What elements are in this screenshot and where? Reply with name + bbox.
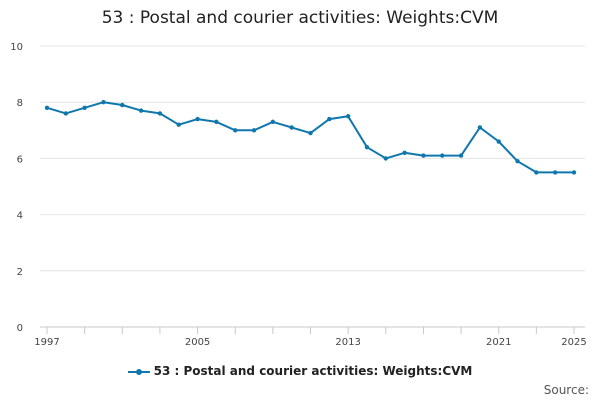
gridlines — [40, 45, 585, 272]
data-point[interactable] — [101, 100, 106, 105]
y-tick-label: 0 — [17, 323, 23, 334]
data-point[interactable] — [345, 114, 351, 119]
data-point[interactable] — [477, 125, 483, 130]
y-tick-label: 2 — [17, 267, 23, 278]
data-point[interactable] — [157, 111, 163, 116]
data-point[interactable] — [82, 105, 87, 111]
data-point[interactable] — [327, 116, 332, 122]
data-point[interactable] — [534, 170, 539, 175]
data-point[interactable] — [195, 116, 200, 122]
data-point[interactable] — [440, 153, 445, 158]
data-point[interactable] — [571, 170, 577, 175]
data-point[interactable] — [44, 105, 50, 111]
data-point[interactable] — [364, 144, 370, 150]
legend: 53 : Postal and courier activities: Weig… — [0, 364, 600, 378]
data-point[interactable] — [214, 119, 219, 125]
y-tick-label: 8 — [17, 98, 23, 109]
series-layer — [44, 100, 577, 175]
data-point[interactable] — [138, 108, 144, 113]
data-point[interactable] — [421, 153, 426, 158]
series-line — [46, 101, 574, 174]
legend-label: 53 : Postal and courier activities: Weig… — [153, 364, 473, 378]
data-point[interactable] — [176, 122, 181, 127]
source-label: Source: — [543, 383, 589, 397]
x-tick-label: 2005 — [185, 337, 210, 348]
data-point[interactable] — [402, 150, 407, 155]
data-point[interactable] — [63, 111, 69, 116]
data-point[interactable] — [233, 128, 238, 133]
data-point[interactable] — [289, 125, 294, 130]
y-tick-label: 6 — [17, 154, 23, 165]
data-point[interactable] — [270, 119, 276, 125]
y-axis: 0 2 4 6 8 10 — [10, 42, 23, 334]
y-tick-label: 4 — [17, 211, 23, 222]
data-point[interactable] — [120, 102, 125, 108]
legend-line-marker-icon — [127, 367, 150, 377]
data-point[interactable] — [251, 128, 257, 133]
x-tick-label: 1997 — [34, 337, 59, 348]
x-tick-label: 2013 — [335, 337, 360, 348]
data-point[interactable] — [496, 139, 501, 144]
x-axis: 1997 2005 2013 2021 2025 — [34, 326, 587, 348]
data-point[interactable] — [383, 156, 388, 161]
data-point[interactable] — [308, 130, 313, 136]
y-tick-label: 10 — [10, 42, 23, 53]
x-tick-label: 2025 — [561, 337, 586, 348]
data-point[interactable] — [515, 159, 520, 164]
data-point[interactable] — [552, 170, 558, 175]
x-tick-label: 2021 — [486, 337, 511, 348]
chart-title: 53 : Postal and courier activities: Weig… — [101, 8, 499, 28]
data-point[interactable] — [458, 153, 464, 158]
